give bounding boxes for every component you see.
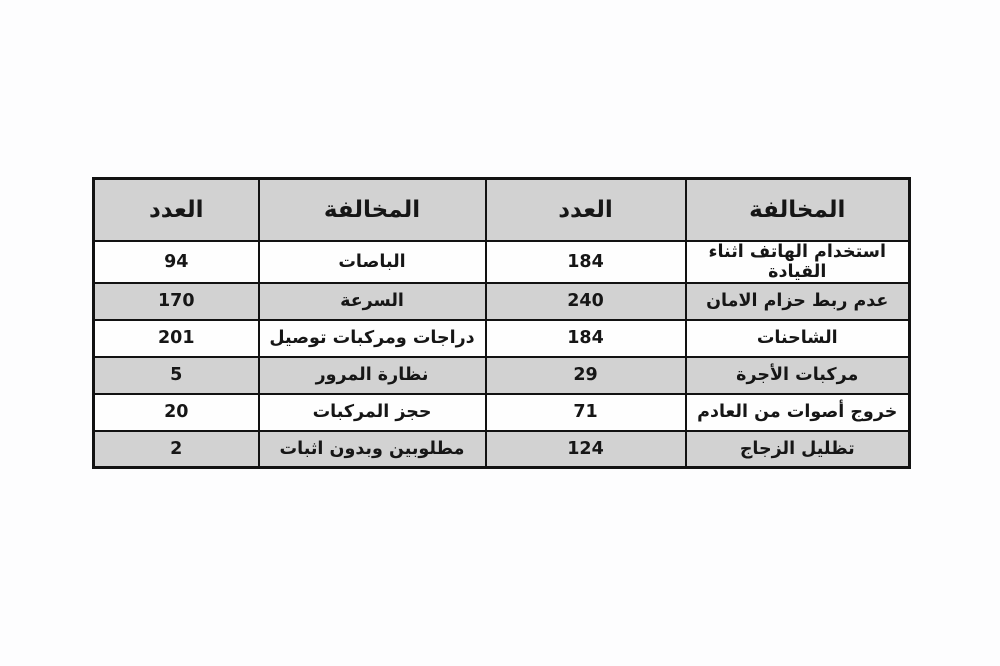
count-cell: 2 <box>92 429 260 469</box>
violation-cell: خروج أصوات من العادم <box>684 392 911 432</box>
count-cell: 5 <box>92 355 260 395</box>
count-cell: 124 <box>484 429 687 469</box>
violation-cell: مركبات الأجرة <box>684 355 911 395</box>
violation-cell: نظارة المرور <box>257 355 487 395</box>
table-header: المخالفة العدد المخالفة العدد <box>92 177 911 242</box>
table-row: خروج أصوات من العادم 71 حجز المركبات 20 <box>92 392 911 432</box>
violation-cell: حجز المركبات <box>257 392 487 432</box>
count-cell: 184 <box>484 318 687 358</box>
count-cell: 71 <box>484 392 687 432</box>
header-row: المخالفة العدد المخالفة العدد <box>92 177 911 242</box>
violation-cell: عدم ربط حزام الامان <box>684 281 911 321</box>
violation-cell: دراجات ومركبات توصيل <box>257 318 487 358</box>
header-cell-violation-left: المخالفة <box>257 177 487 242</box>
table-row: تظليل الزجاج 124 مطلوبين وبدون اثبات 2 <box>92 429 911 469</box>
violation-cell: الباصات <box>257 239 487 284</box>
violation-cell: السرعة <box>257 281 487 321</box>
count-cell: 20 <box>92 392 260 432</box>
count-cell: 184 <box>484 239 687 284</box>
violations-table: المخالفة العدد المخالفة العدد استخدام ال… <box>92 177 911 469</box>
header-cell-count-right: العدد <box>484 177 687 242</box>
violation-cell: الشاحنات <box>684 318 911 358</box>
table-row: الشاحنات 184 دراجات ومركبات توصيل 201 <box>92 318 911 358</box>
header-cell-violation-right: المخالفة <box>684 177 911 242</box>
violation-cell: تظليل الزجاج <box>684 429 911 469</box>
count-cell: 94 <box>92 239 260 284</box>
count-cell: 201 <box>92 318 260 358</box>
violation-cell: استخدام الهاتف اثناء القيادة <box>684 239 911 284</box>
count-cell: 170 <box>92 281 260 321</box>
table-row: استخدام الهاتف اثناء القيادة 184 الباصات… <box>92 239 911 284</box>
violation-cell: مطلوبين وبدون اثبات <box>257 429 487 469</box>
count-cell: 240 <box>484 281 687 321</box>
table-body: استخدام الهاتف اثناء القيادة 184 الباصات… <box>92 239 911 469</box>
table-row: مركبات الأجرة 29 نظارة المرور 5 <box>92 355 911 395</box>
table-row: عدم ربط حزام الامان 240 السرعة 170 <box>92 281 911 321</box>
count-cell: 29 <box>484 355 687 395</box>
header-cell-count-left: العدد <box>92 177 260 242</box>
